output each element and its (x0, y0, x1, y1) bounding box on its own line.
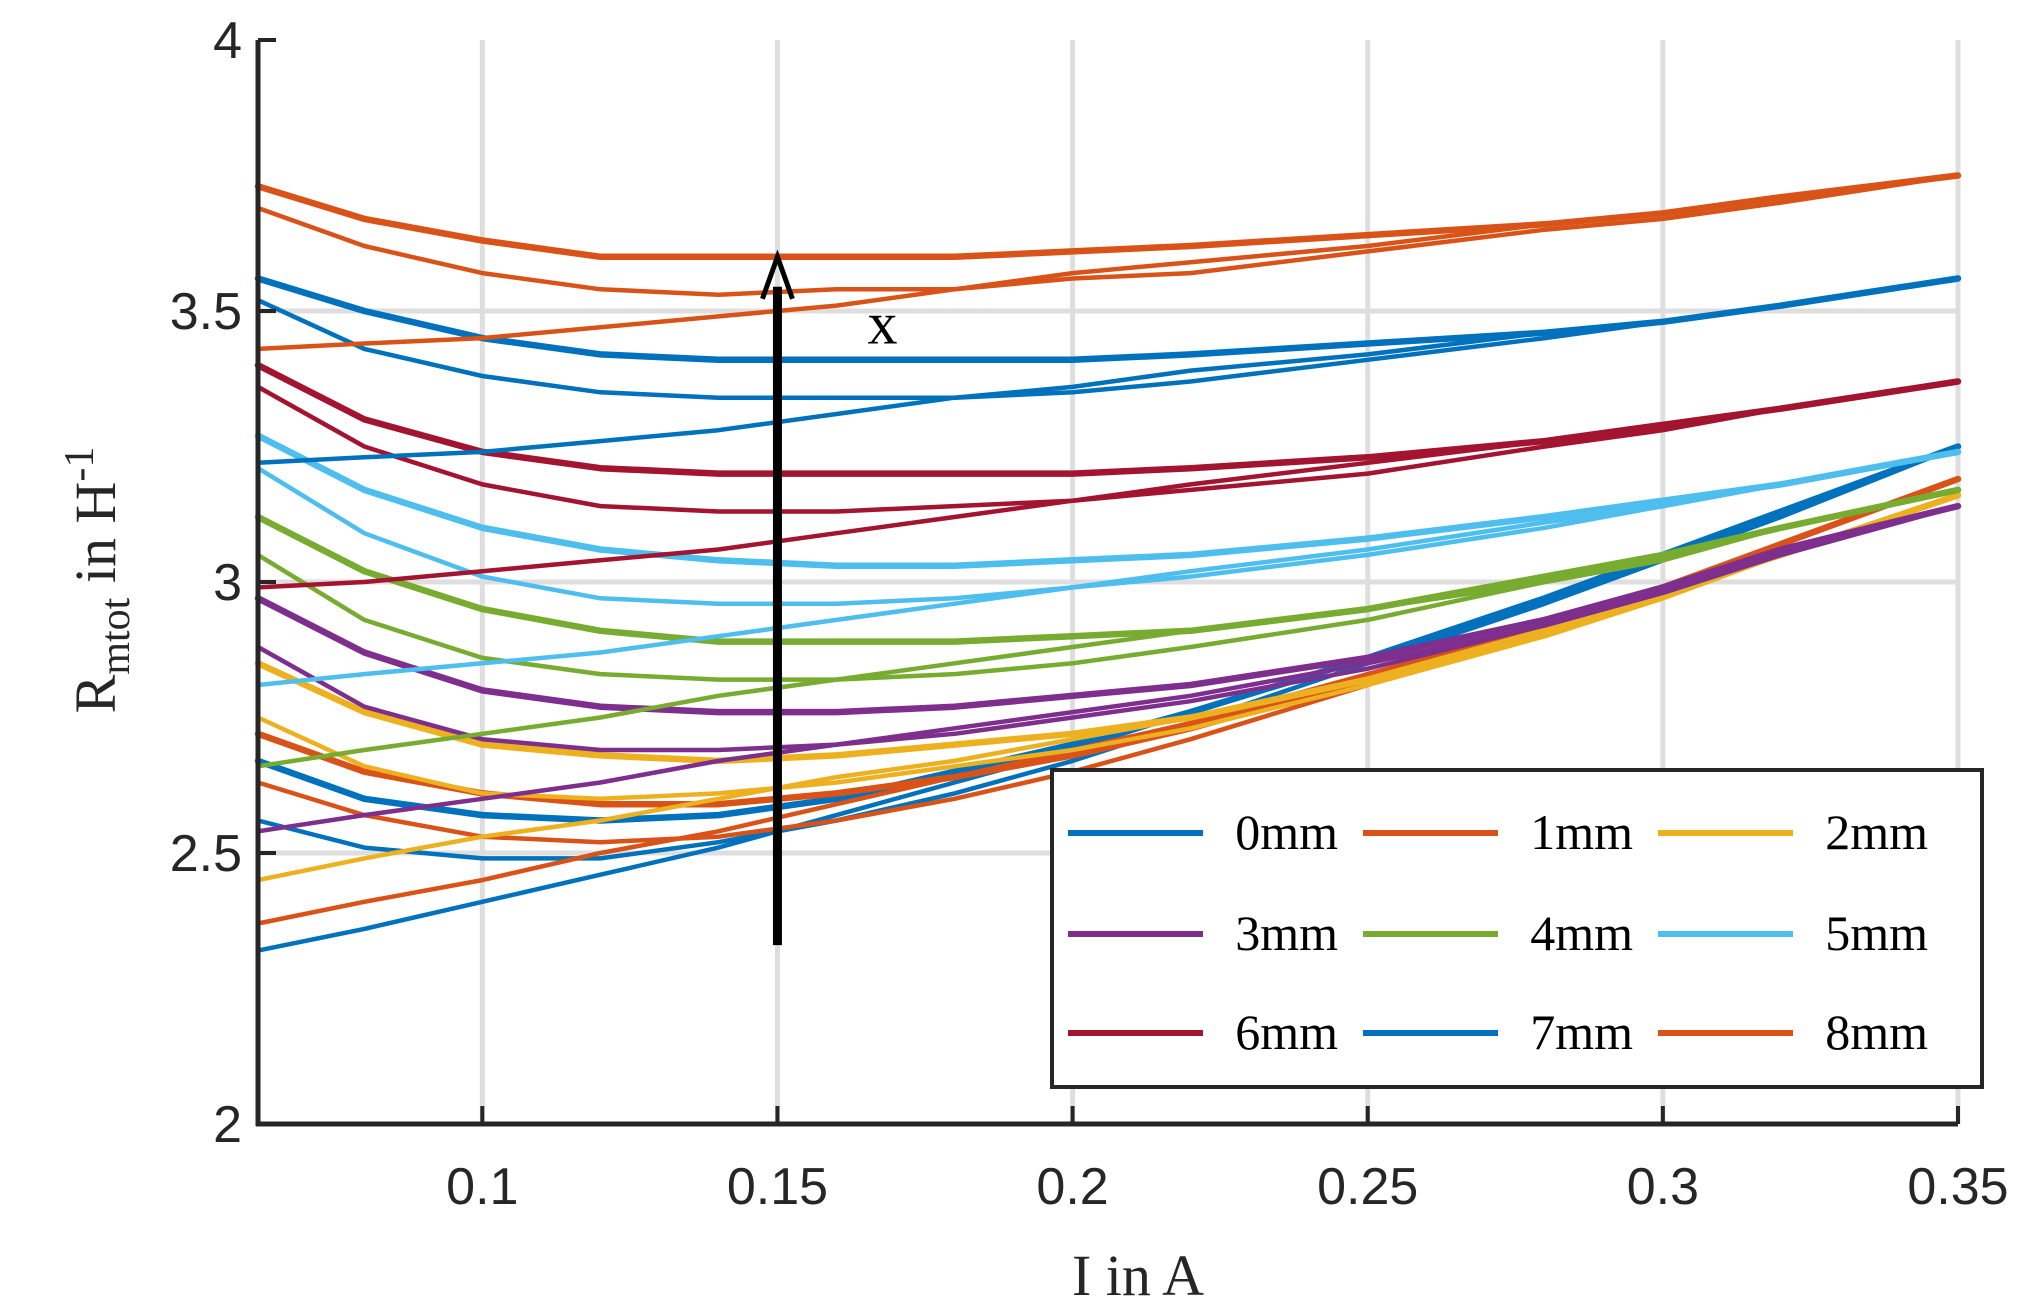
x-tick-label: 0.35 (1907, 1158, 2008, 1216)
annotation-arrow-head (760, 249, 795, 300)
y-axis-label: Rmtot in H-1 (57, 447, 139, 714)
series-line-5mm (254, 432, 1962, 569)
series-line-5mm (255, 449, 1961, 688)
y-tick-label: 2 (213, 1096, 242, 1154)
series-line-6mm (255, 379, 1961, 514)
series-line-6mm (255, 379, 1961, 590)
x-tick-label: 0.1 (446, 1158, 518, 1216)
series-line-7mm (255, 276, 1961, 466)
axes (255, 38, 1960, 1127)
series-line-3mm (254, 502, 1962, 716)
legend-entry-label: 5mm (1825, 905, 1928, 961)
y-axis-label-subscript: mtot (93, 597, 139, 674)
series-line-7mm (254, 275, 1962, 364)
legend-box (1050, 768, 1984, 1089)
legend-entry-label: 4mm (1530, 905, 1633, 961)
series-line-3mm (255, 503, 1961, 834)
y-tick-label: 3 (213, 554, 242, 612)
y-axis-label-mid: in H (63, 482, 128, 598)
x-tick-label: 0.3 (1627, 1158, 1699, 1216)
series-line-8mm (255, 173, 1961, 352)
y-tick-label: 4 (213, 12, 242, 70)
series-line-0mm (255, 444, 1961, 861)
series-line-8mm (255, 173, 1961, 297)
series-line-2mm (255, 493, 1961, 883)
annotation-label: x (867, 291, 897, 357)
legend: 0mm 1mm 2mm 3mm 4mm 5mm 6mm 7mm 8mm (1050, 768, 1984, 1089)
tick-labels: 0.1 0.15 0.2 0.25 0.3 0.35 2 2.5 3 3.5 4 (170, 12, 2009, 1216)
legend-entry-label: 1mm (1530, 804, 1633, 860)
legend-entry-label: 0mm (1235, 804, 1338, 860)
legend-entry-label: 7mm (1530, 1004, 1633, 1060)
series-line-8mm (254, 172, 1962, 261)
y-axis-label-superscript: -1 (57, 447, 103, 482)
x-axis-label: I in A (1072, 1243, 1204, 1304)
annotation: x (760, 249, 897, 946)
y-axis-label-base: R (63, 674, 128, 713)
series-lines (254, 172, 1962, 953)
y-tick-label: 3.5 (170, 283, 242, 341)
legend-entry-label: 2mm (1825, 804, 1928, 860)
y-tick-label: 2.5 (170, 825, 242, 883)
legend-entry-label: 6mm (1235, 1004, 1338, 1060)
x-tick-label: 0.2 (1036, 1158, 1108, 1216)
series-line-4mm (254, 486, 1962, 645)
legend-entry-label: 8mm (1825, 1004, 1928, 1060)
x-tick-label: 0.25 (1317, 1158, 1418, 1216)
x-tick-label: 0.15 (727, 1158, 828, 1216)
legend-entry-label: 3mm (1235, 905, 1338, 961)
series-line-4mm (255, 487, 1961, 769)
